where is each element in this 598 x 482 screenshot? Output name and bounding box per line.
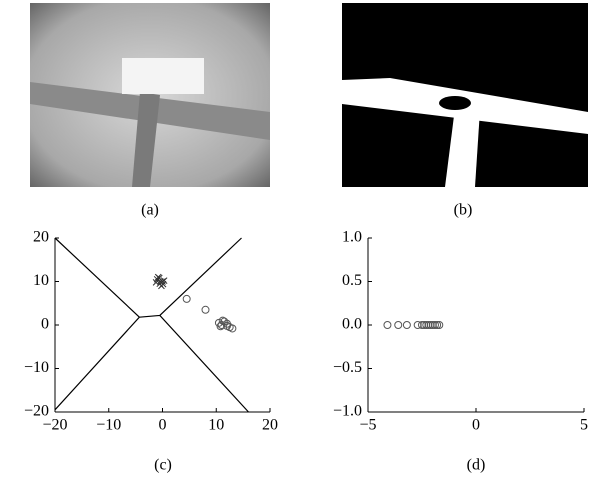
y-tick-label: −20 xyxy=(24,403,49,420)
x-tick-label: 10 xyxy=(208,417,224,434)
y-tick-label: 0.5 xyxy=(342,272,362,289)
point-circle xyxy=(202,306,209,313)
point-circle xyxy=(395,322,402,329)
y-tick-label: 1.0 xyxy=(342,229,362,246)
point-circle xyxy=(403,322,410,329)
y-tick-label: 0 xyxy=(41,316,49,333)
y-tick-label: 0.0 xyxy=(342,316,362,333)
panel-label: (d) xyxy=(467,457,486,474)
x-tick-label: 0 xyxy=(159,417,167,434)
x-tick-label: −10 xyxy=(96,417,121,434)
panel-label: (c) xyxy=(154,457,172,474)
y-tick-label: 20 xyxy=(33,229,49,246)
x-tick-label: −5 xyxy=(359,417,376,434)
figure: (a) (b) (c) (d) −20−100102020100−10−20−5… xyxy=(0,0,598,482)
photo-a xyxy=(30,3,270,187)
x-tick-label: 20 xyxy=(262,417,278,434)
boundary-line xyxy=(55,238,249,412)
y-tick-label: −0.5 xyxy=(333,359,362,376)
panel-label: (b) xyxy=(454,202,473,219)
panel-label: (a) xyxy=(141,202,159,219)
x-tick-label: 0 xyxy=(472,417,480,434)
x-tick-label: 5 xyxy=(580,417,588,434)
y-tick-label: 10 xyxy=(33,272,49,289)
mask-b xyxy=(342,3,588,187)
y-tick-label: −1.0 xyxy=(333,403,362,420)
point-circle xyxy=(183,295,190,302)
point-circle xyxy=(384,322,391,329)
y-tick-label: −10 xyxy=(24,359,49,376)
